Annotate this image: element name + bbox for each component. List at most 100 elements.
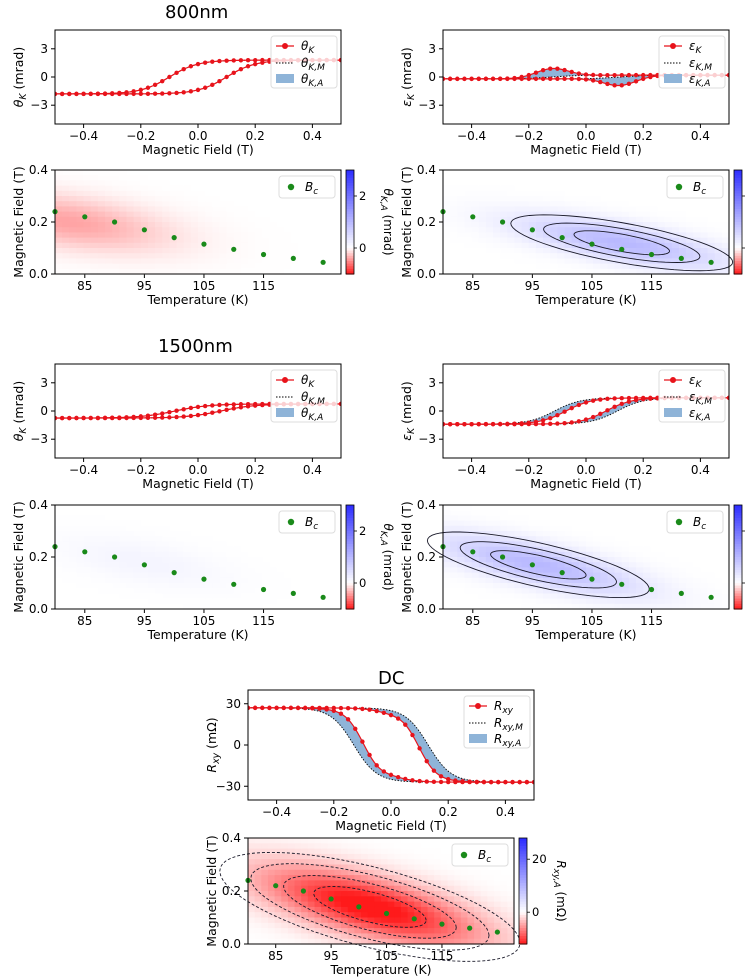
heatmap-cell [321, 928, 329, 934]
heatmap-cell [321, 843, 329, 850]
heatmap-cell [528, 525, 537, 532]
heatmap-cell [420, 848, 429, 855]
heatmap-cell [119, 577, 128, 584]
measured-point [438, 779, 444, 785]
heatmap-cell [361, 848, 369, 855]
heatmap-cell [721, 248, 730, 254]
heatmap-cell [500, 551, 508, 558]
heatmap-cell [714, 258, 723, 265]
heatmap-cell [471, 185, 480, 192]
heatmap-cell [198, 525, 206, 532]
colorbar-cell [734, 588, 742, 592]
colorbar-cell [734, 564, 742, 568]
y-axis-label-group: Magnetic Field (T) [399, 501, 414, 612]
heatmap-cell [240, 583, 249, 589]
heatmap-cell [543, 216, 551, 223]
heatmap-cell [305, 541, 313, 548]
heatmap-cell [283, 232, 292, 239]
heatmap-cell [707, 206, 716, 213]
heatmap-cell [507, 175, 516, 181]
heatmap-cell [305, 253, 313, 259]
heatmap-cell [248, 562, 256, 568]
legend: Bc [278, 510, 336, 534]
heatmap-cell [147, 603, 156, 610]
y-axis-label-group: εK (mrad) [399, 381, 417, 441]
heatmap-cell [326, 557, 335, 563]
heatmap-cell [162, 201, 170, 207]
heatmap-cell [112, 536, 120, 542]
heatmap-cell [460, 896, 469, 903]
heatmap-cell [155, 206, 163, 213]
heatmap-cell [133, 242, 142, 249]
heatmap-cell [394, 896, 402, 903]
heatmap-cell [636, 253, 644, 259]
heatmap-cell [240, 216, 249, 223]
heatmap-cell [457, 551, 466, 558]
heatmap-cell [105, 541, 113, 548]
heatmap-cell [333, 258, 342, 265]
bc-point [231, 246, 237, 252]
measured-point [160, 411, 165, 416]
heatmap-cell [514, 593, 523, 600]
heatmap-cell [267, 906, 276, 913]
heatmap-cell [119, 201, 128, 207]
heatmap-cell [521, 531, 530, 537]
heatmap-cell [341, 864, 349, 871]
heatmap-cell [119, 216, 128, 223]
heatmap-cell [427, 838, 435, 844]
heatmap-cell [443, 201, 451, 207]
heatmap-cell [614, 216, 623, 223]
heatmap-cell [83, 196, 92, 202]
heatmap-cell [621, 216, 630, 223]
heatmap-cell [281, 891, 289, 897]
heatmap-cell [657, 190, 666, 197]
heatmap-cell [614, 232, 623, 239]
heatmap-cell [354, 928, 362, 934]
heatmap-cell [283, 237, 292, 244]
heatmap-cell [414, 853, 422, 860]
heatmap-cell [621, 603, 630, 610]
heatmap-cell [190, 222, 199, 228]
heatmap-cell [190, 227, 199, 233]
heatmap-cell [254, 838, 262, 844]
heatmap-cell [294, 928, 302, 934]
measured-point [360, 739, 365, 744]
heatmap-cell [219, 232, 228, 239]
heatmap-cell [643, 577, 651, 584]
heatmap-cell [678, 196, 687, 202]
heatmap-cell [147, 525, 156, 532]
heatmap-cell [487, 896, 495, 903]
heatmap-cell [240, 598, 249, 605]
heatmap-cell [155, 551, 163, 558]
heatmap-cell [557, 268, 566, 275]
heatmap-cell [212, 572, 221, 579]
heatmap-cell [457, 211, 466, 218]
heatmap-cell [493, 206, 501, 213]
heatmap-cell [354, 933, 362, 940]
heatmap-cell [714, 572, 723, 579]
heatmap-cell [341, 843, 349, 850]
heatmap-cell [557, 222, 566, 228]
heatmap-cell [493, 190, 501, 197]
heatmap-cell [593, 505, 601, 511]
heatmap-cell [621, 515, 630, 522]
heatmap-cell [400, 896, 409, 903]
heatmap-cell [226, 598, 235, 605]
heatmap-cell [205, 572, 213, 579]
heatmap-cell [298, 253, 306, 259]
colorbar-cell [734, 505, 742, 509]
heatmap-cell [394, 917, 402, 924]
heatmap-cell [254, 843, 262, 850]
heatmap-cell [420, 906, 429, 913]
heatmap-cell [140, 258, 149, 265]
heatmap-cell [333, 567, 342, 574]
heatmap-cell [212, 253, 221, 259]
measured-point [238, 66, 244, 72]
heatmap-cell [301, 891, 309, 897]
heatmap-cell [507, 933, 515, 940]
measured-point [55, 415, 58, 421]
colorbar-cell [519, 893, 527, 897]
heatmap-cell [521, 242, 530, 249]
heatmap-cell [212, 588, 221, 594]
heatmap-cell [557, 536, 566, 542]
